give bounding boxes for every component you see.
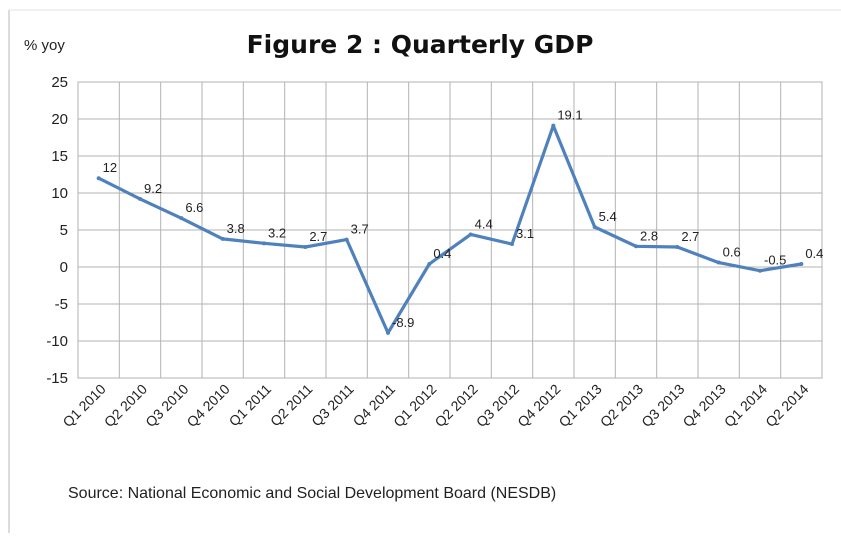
data-label: 19.1	[557, 108, 582, 123]
data-label: 2.8	[640, 228, 658, 243]
chart-title: Figure 2 : Quarterly GDP	[247, 30, 594, 59]
y-tick-label: 5	[60, 222, 68, 239]
data-point	[303, 245, 308, 250]
data-label: 6.6	[185, 200, 203, 215]
data-label: 3.8	[227, 221, 245, 236]
data-point	[675, 245, 680, 250]
data-label: -0.5	[764, 253, 786, 268]
data-point	[799, 262, 804, 267]
data-label: 3.1	[516, 226, 534, 241]
data-label: -8.9	[392, 315, 414, 330]
data-point	[262, 241, 266, 246]
data-point	[592, 225, 597, 230]
data-point	[138, 196, 142, 201]
y-tick-label: -5	[55, 296, 68, 313]
data-point	[716, 260, 721, 265]
data-point	[468, 232, 473, 237]
data-labels: 12 9.2 6.6 3.8 3.2 2.7 3.7 -8.9 0.4 4.4 3.1 19.1 5.4…	[103, 108, 824, 330]
data-label: 3.2	[268, 225, 286, 240]
y-tick-label: 10	[51, 185, 68, 202]
data-point	[551, 123, 556, 128]
data-point	[96, 176, 101, 181]
y-tick-label: 20	[51, 111, 68, 128]
y-tick-label: 25	[51, 74, 68, 91]
data-point	[427, 262, 432, 267]
data-point	[510, 242, 514, 247]
y-axis-ticks: 25 20 15 10 5 0 -5 -10 -15	[46, 74, 68, 387]
y-tick-label: -10	[46, 333, 68, 350]
y-tick-label: -15	[46, 370, 68, 387]
data-point	[179, 216, 184, 221]
data-label: 3.7	[351, 222, 369, 237]
data-label: 4.4	[475, 216, 493, 231]
data-label: 12	[103, 160, 117, 175]
series-layer	[96, 123, 804, 335]
data-label: 0.4	[805, 246, 823, 261]
data-point	[634, 244, 638, 249]
data-point	[386, 330, 390, 335]
y-tick-label: 15	[51, 148, 68, 165]
data-point	[758, 268, 762, 273]
gridlines	[77, 81, 823, 379]
data-label: 0.4	[433, 246, 451, 261]
data-label: 9.2	[144, 181, 162, 196]
data-point	[344, 237, 349, 242]
data-label: 0.6	[723, 245, 741, 260]
y-tick-label: 0	[60, 259, 68, 276]
data-point	[220, 236, 225, 241]
data-label: 2.7	[681, 229, 699, 244]
source-note: Source: National Economic and Social Dev…	[68, 485, 556, 502]
data-label: 2.7	[309, 229, 327, 244]
data-label: 5.4	[599, 209, 617, 224]
gdp-series-line	[97, 124, 803, 335]
y-axis-unit-label: % yoy	[24, 37, 65, 54]
